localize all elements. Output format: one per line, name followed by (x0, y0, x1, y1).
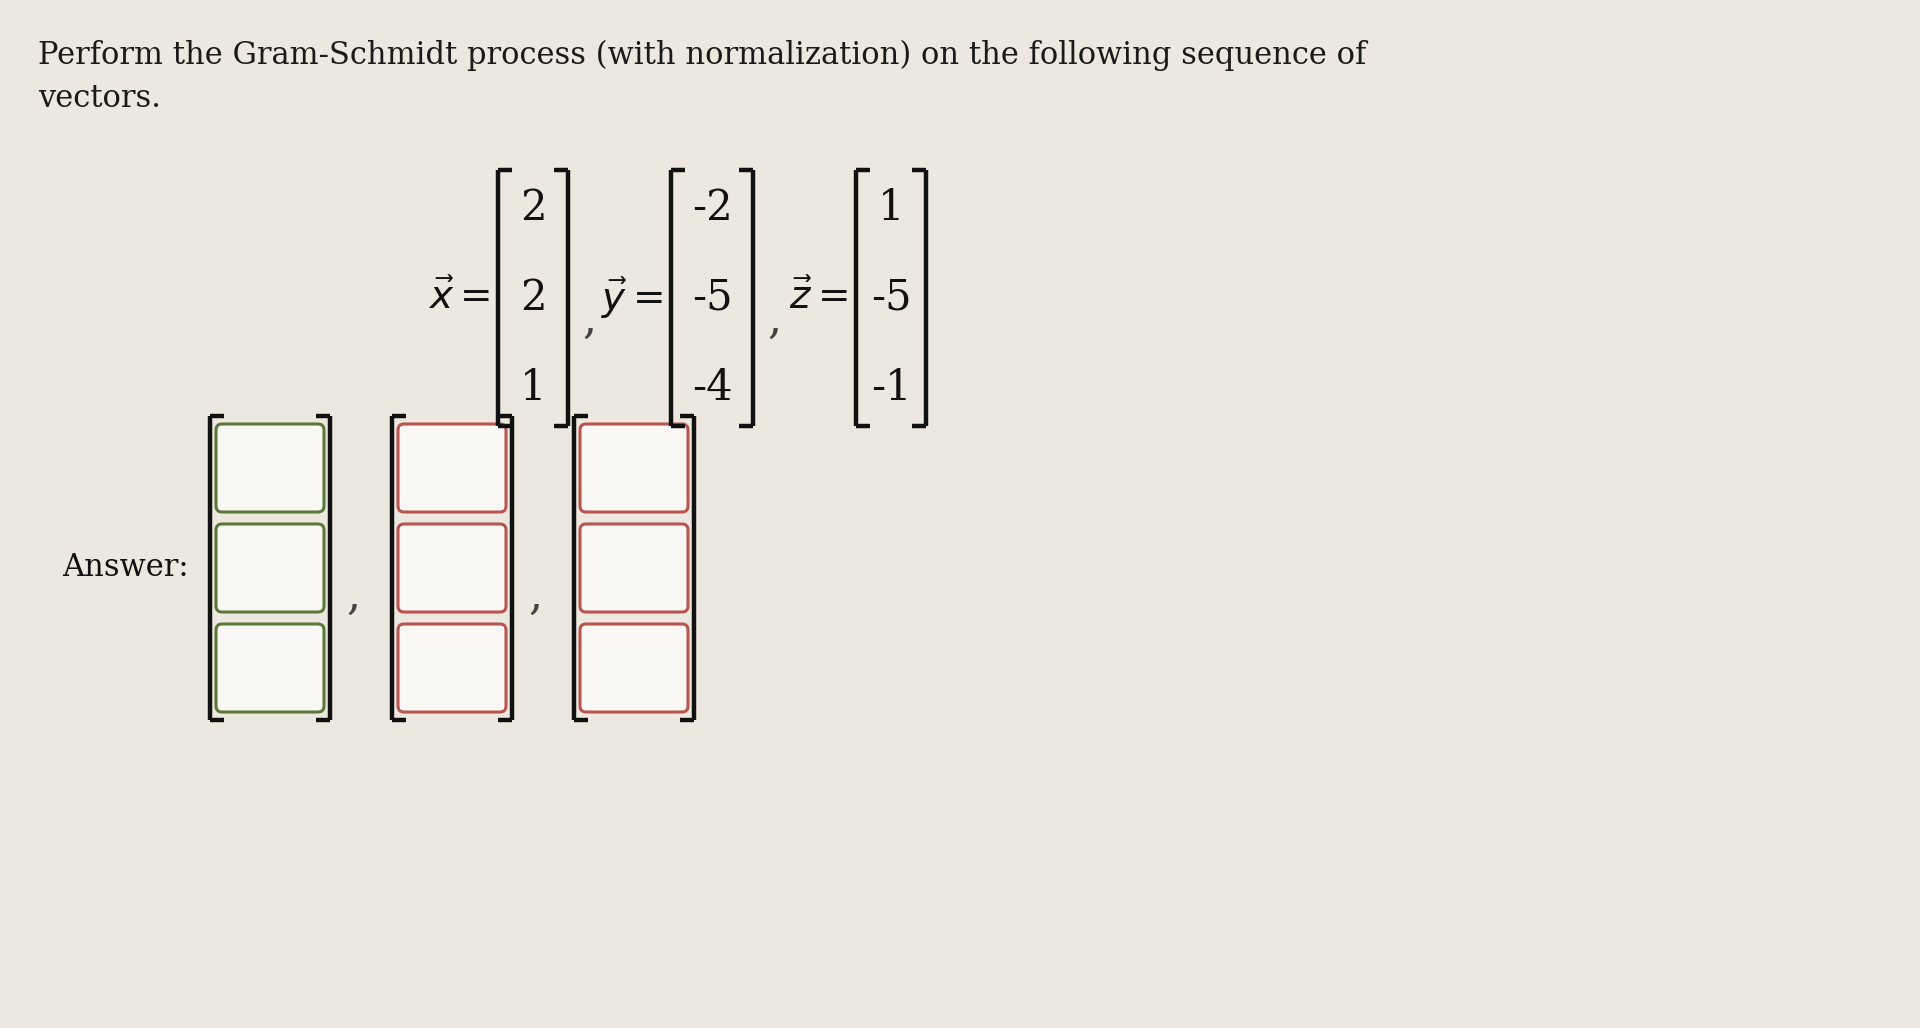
FancyBboxPatch shape (397, 424, 507, 512)
Text: 2: 2 (520, 187, 547, 229)
FancyBboxPatch shape (215, 524, 324, 612)
Text: $\vec{z}=$: $\vec{z}=$ (789, 280, 849, 317)
Text: ,: , (528, 575, 541, 618)
Text: -1: -1 (872, 367, 912, 409)
Text: $\dfrac{1}{3}$: $\dfrac{1}{3}$ (259, 639, 280, 697)
FancyBboxPatch shape (397, 624, 507, 712)
Text: ,: , (766, 298, 781, 341)
FancyBboxPatch shape (397, 524, 507, 612)
FancyBboxPatch shape (580, 524, 687, 612)
Text: -4: -4 (691, 367, 732, 409)
Text: 1: 1 (520, 367, 545, 409)
Text: -2: -2 (691, 187, 732, 229)
Text: ,: , (582, 298, 595, 341)
Text: vectors.: vectors. (38, 83, 161, 114)
Text: 2: 2 (520, 277, 547, 319)
Text: $\vec{x}=$: $\vec{x}=$ (428, 280, 490, 317)
Text: Perform the Gram-Schmidt process (with normalization) on the following sequence : Perform the Gram-Schmidt process (with n… (38, 40, 1367, 71)
Text: $\vec{y}=$: $\vec{y}=$ (601, 276, 662, 321)
Text: Answer:: Answer: (61, 552, 188, 584)
Text: -5: -5 (691, 277, 732, 319)
Text: ,: , (346, 575, 361, 618)
FancyBboxPatch shape (215, 624, 324, 712)
FancyBboxPatch shape (215, 424, 324, 512)
Text: $\dfrac{2}{3}$: $\dfrac{2}{3}$ (259, 439, 280, 497)
Text: $\dfrac{2}{3}$: $\dfrac{2}{3}$ (259, 540, 280, 597)
Text: -5: -5 (870, 277, 912, 319)
FancyBboxPatch shape (580, 624, 687, 712)
FancyBboxPatch shape (580, 424, 687, 512)
Text: 1: 1 (877, 187, 904, 229)
